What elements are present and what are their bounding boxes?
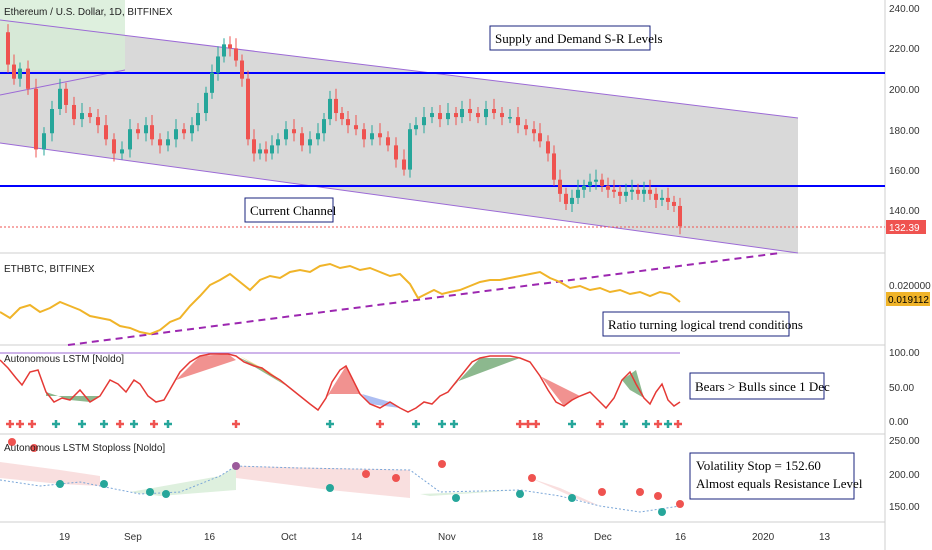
lstm-tick: 100.00	[889, 348, 920, 359]
stoploss-tick: 150.00	[889, 502, 920, 513]
volatility-note[interactable]: Volatility Stop = 152.60 Almost equals R…	[689, 452, 863, 500]
price-tick: 240.00	[889, 4, 920, 15]
ratio-pane[interactable]: ETHBTC, BITFINEX Ratio turning logical t…	[0, 252, 803, 346]
price-tick: 200.00	[889, 85, 920, 96]
last-price-tag	[886, 220, 926, 234]
lstm-tick: 50.00	[889, 383, 914, 394]
channel-fill	[0, 20, 798, 253]
ratio-pane-title: ETHBTC, BITFINEX	[4, 264, 95, 275]
supply-demand-note-text: Supply and Demand S-R Levels	[495, 31, 663, 46]
lstm-pane-title: Autonomous LSTM [Noldo]	[4, 354, 124, 365]
supply-demand-note[interactable]: Supply and Demand S-R Levels	[489, 25, 663, 51]
time-label: Sep	[124, 532, 142, 543]
stoploss-pane-title: Autonomous LSTM Stoploss [Noldo]	[4, 443, 165, 454]
lstm-signal-markers[interactable]	[6, 420, 682, 428]
time-label: 19	[59, 532, 71, 543]
time-axis[interactable]: 19 Sep 16 Oct 14 Nov 18 Dec 16 2020 13	[59, 532, 831, 543]
time-label: 2020	[752, 532, 775, 543]
price-tick: 160.00	[889, 166, 920, 177]
bears-note[interactable]: Bears > Bulls since 1 Dec	[689, 372, 830, 400]
stoploss-tick: 200.00	[889, 470, 920, 481]
price-tick: 220.00	[889, 44, 920, 55]
last-price-value: 132.39	[889, 223, 920, 234]
ratio-tick: 0.020000	[889, 281, 931, 292]
ethbtc-ratio-line[interactable]	[0, 262, 681, 336]
current-channel-note[interactable]: Current Channel	[244, 197, 337, 223]
channel-lower-line	[0, 142, 799, 254]
time-label: Oct	[281, 532, 297, 543]
time-label: Dec	[594, 532, 612, 543]
current-channel-note-text: Current Channel	[250, 203, 337, 218]
volatility-note-line2: Almost equals Resistance Level	[696, 476, 863, 491]
top-left-box	[0, 0, 125, 70]
time-label: 14	[351, 532, 363, 543]
channel-upper-line	[0, 19, 799, 119]
main-pane-title: Ethereum / U.S. Dollar, 1D, BITFINEX	[4, 7, 173, 18]
stoploss-pane[interactable]: Autonomous LSTM Stoploss [Noldo] Volatil…	[0, 438, 863, 516]
ratio-note[interactable]: Ratio turning logical trend conditions	[602, 311, 803, 337]
lstm-tick: 0.00	[889, 417, 909, 428]
last-ratio-value: 0.019112	[888, 295, 929, 306]
price-tick: 140.00	[889, 206, 920, 217]
price-tick: 180.00	[889, 126, 920, 137]
stoploss-fills	[0, 462, 681, 513]
lstm-cloud-fills	[46, 354, 644, 408]
candlestick-series[interactable]	[6, 24, 682, 235]
main-pane[interactable]: Ethereum / U.S. Dollar, 1D, BITFINEX Sup…	[0, 0, 885, 254]
ratio-note-text: Ratio turning logical trend conditions	[608, 317, 803, 332]
lstm-oscillator-line[interactable]	[0, 353, 681, 413]
last-ratio-tag	[886, 292, 930, 306]
channel-mid-line	[0, 69, 126, 96]
price-axis[interactable]: 240.00 220.00 200.00 180.00 160.00 140.0…	[886, 4, 931, 513]
lstm-pane[interactable]: Autonomous LSTM [Noldo] Bears > Bulls si…	[0, 352, 830, 428]
stoploss-tick: 250.00	[889, 436, 920, 447]
time-label: 16	[204, 532, 216, 543]
volatility-note-line1: Volatility Stop = 152.60	[696, 458, 821, 473]
time-label: Nov	[438, 532, 456, 543]
time-label: 16	[675, 532, 687, 543]
time-label: 18	[532, 532, 544, 543]
bears-note-text: Bears > Bulls since 1 Dec	[695, 379, 830, 394]
stoploss-markers[interactable]	[8, 438, 684, 516]
time-label: 13	[819, 532, 831, 543]
